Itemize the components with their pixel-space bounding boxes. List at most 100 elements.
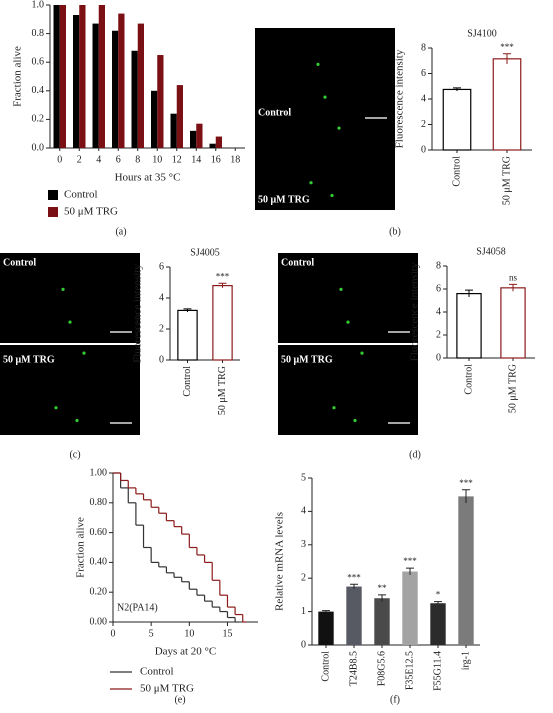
bar — [374, 598, 390, 645]
panel-label: (e) — [174, 694, 185, 705]
x-tick-label: irg-1 — [460, 651, 471, 670]
y-tick-label: 0.4 — [32, 85, 45, 96]
panel-label: (a) — [115, 226, 126, 237]
fluorescence-spot — [337, 126, 341, 130]
bar — [151, 90, 158, 148]
error-bar — [350, 583, 358, 589]
chart-title: SJ4005 — [190, 247, 219, 258]
y-axis-label: Fraction alive — [12, 46, 24, 107]
x-tick-label: F08G5.6 — [376, 651, 387, 686]
significance: *** — [403, 556, 417, 566]
error-bar — [434, 601, 442, 605]
significance: *** — [459, 478, 473, 488]
significance: ns — [509, 272, 518, 282]
y-tick-label: 0 — [159, 354, 164, 365]
error-bar — [465, 289, 473, 298]
significance: *** — [347, 572, 361, 582]
y-axis-label: Relative mRNA levels — [274, 512, 286, 611]
bar — [442, 88, 472, 151]
fluorescence-spot — [346, 320, 350, 324]
bar — [215, 136, 222, 148]
y-tick-label: 6 — [421, 68, 426, 79]
y-tick-label: 0.2 — [32, 114, 45, 125]
y-tick-label: 6 — [436, 283, 441, 294]
legend-swatch — [48, 190, 58, 200]
significance: *** — [500, 42, 514, 52]
y-tick-label: 0.00 — [90, 616, 108, 627]
x-axis-label: Days at 20 °C — [155, 646, 217, 658]
y-tick-label: 4 — [421, 93, 426, 104]
y-tick-label: 2 — [159, 323, 164, 334]
panel-label: (b) — [389, 226, 401, 237]
fluorescence-spot — [339, 287, 343, 291]
bar — [137, 23, 144, 149]
fluorescence-spot — [309, 181, 313, 185]
fluorescence-spot — [82, 351, 86, 355]
x-tick-label: 16 — [211, 154, 221, 165]
y-tick-label: 8 — [421, 42, 426, 53]
micrograph — [255, 28, 395, 210]
bar — [53, 5, 60, 148]
bar — [73, 15, 80, 149]
bar — [112, 30, 119, 149]
x-tick-label: Control — [182, 366, 193, 397]
x-tick-label: Control — [463, 364, 474, 395]
error-bar — [462, 489, 470, 504]
x-tick-label: Control — [320, 651, 331, 682]
bar — [500, 287, 526, 359]
x-tick-label: 18 — [230, 154, 240, 165]
annotation: N2(PA14) — [117, 602, 158, 613]
y-tick-label: 8 — [436, 260, 441, 271]
x-tick-label: 8 — [135, 154, 140, 165]
x-tick-label: F35E12.5 — [404, 651, 415, 690]
fluorescence-spot — [332, 406, 336, 410]
bar — [59, 5, 66, 148]
fluorescence-spot — [323, 95, 327, 99]
y-tick-label: 0 — [421, 144, 426, 155]
legend-swatch — [48, 207, 58, 217]
x-axis-label: Hours at 35 °C — [115, 172, 181, 184]
significance: ** — [378, 583, 388, 593]
legend-label: 50 μM TRG — [140, 683, 194, 695]
bar — [176, 85, 183, 148]
y-tick-label: 0.8 — [32, 28, 45, 39]
y-tick-label: 0.6 — [32, 56, 45, 67]
error-bar — [503, 53, 511, 64]
y-axis-label: Fraction alive — [75, 517, 87, 578]
panel-label: (f) — [390, 694, 400, 705]
y-tick-label: 3 — [301, 539, 306, 550]
image-label: 50 μM TRG — [258, 194, 310, 205]
bar — [177, 309, 198, 361]
fluorescence-spot — [54, 406, 58, 410]
y-axis-label: Fluorescence intensity — [132, 264, 144, 363]
y-tick-label: 1.0 — [32, 0, 45, 10]
error-bar — [378, 594, 386, 602]
y-tick-label: 4 — [301, 506, 306, 517]
significance: * — [436, 590, 441, 600]
y-tick-label: 6 — [159, 261, 164, 272]
bar — [346, 586, 362, 645]
fluorescence-spot — [353, 418, 357, 423]
x-tick-label: 0 — [57, 154, 62, 165]
bar — [170, 113, 177, 148]
x-tick-label: 6 — [116, 154, 121, 165]
error-bar — [453, 87, 461, 91]
y-axis-label: Fluorescence intensity — [394, 49, 406, 148]
bar — [157, 55, 164, 148]
bar — [92, 23, 99, 149]
legend-label: Control — [64, 189, 98, 201]
y-tick-label: 1 — [301, 606, 306, 617]
x-tick-label: F55G11.4 — [432, 651, 443, 691]
x-tick-label: 4 — [96, 154, 101, 165]
fluorescence-spot — [68, 320, 72, 324]
fluorescence-spot — [75, 418, 79, 423]
y-tick-label: 0.20 — [90, 586, 108, 597]
image-label: Control — [281, 257, 314, 268]
y-axis-label: Fluorescence intensity — [409, 262, 421, 361]
bar — [456, 293, 482, 359]
fluorescence-spot — [316, 62, 320, 66]
error-bar — [322, 610, 330, 613]
y-tick-label: 2 — [436, 329, 441, 340]
x-tick-label: 50 μM TRG — [501, 156, 512, 205]
